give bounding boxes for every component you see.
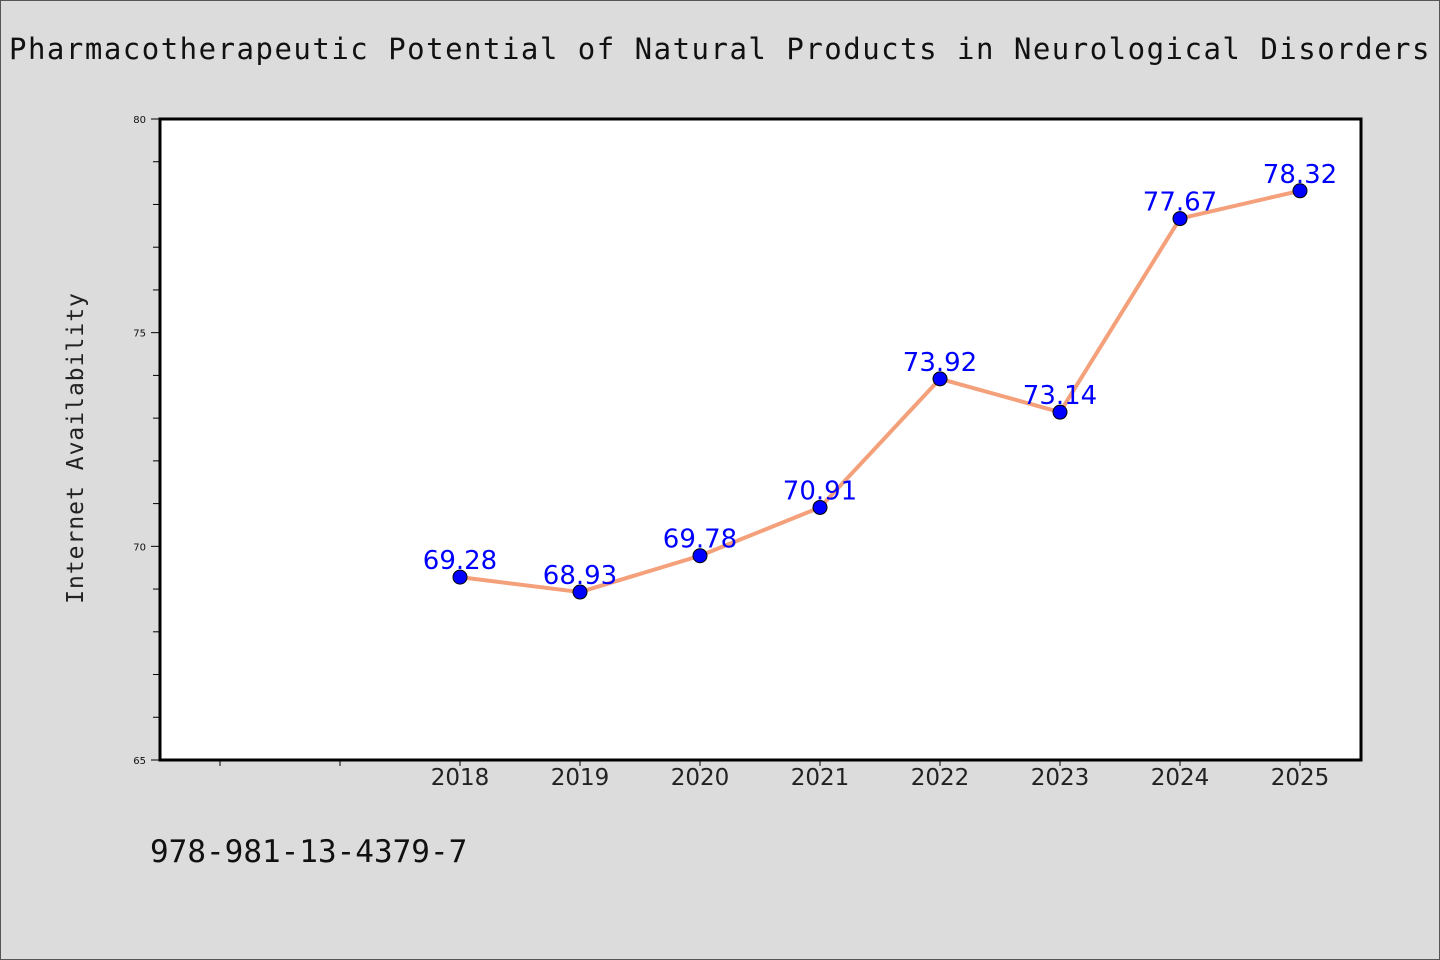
data-label: 70.91 (783, 476, 857, 506)
x-tick-label: 2022 (911, 765, 970, 791)
data-label: 69.78 (663, 525, 737, 555)
data-point (1172, 211, 1188, 227)
chart-title: Pharmacotherapeutic Potential of Natural… (9, 32, 1431, 66)
data-label: 68.93 (543, 561, 617, 591)
data-point (812, 499, 828, 515)
x-tick-label: 2020 (671, 765, 730, 791)
isbn-text: 978-981-13-4379-7 (150, 834, 468, 870)
data-point (572, 584, 588, 600)
series-line (459, 188, 1301, 595)
data-label: 73.92 (903, 348, 977, 378)
data-point (692, 548, 708, 564)
data-point (1052, 404, 1068, 420)
x-tick-label: 2021 (791, 765, 850, 791)
y-tick-label: 65 (133, 756, 146, 767)
y-axis: 65 70 75 80 (133, 115, 160, 767)
x-axis: 2018 2019 2020 2021 2022 2023 2024 2025 (219, 760, 1330, 791)
x-tick-label: 2024 (1151, 765, 1210, 791)
data-label: 73.14 (1023, 381, 1097, 411)
y-tick-label: 70 (133, 542, 146, 553)
data-label: 77.67 (1143, 188, 1217, 218)
data-label: 78.32 (1263, 160, 1337, 190)
y-tick-label: 75 (133, 329, 146, 340)
plot-area (158, 117, 1363, 762)
data-point (1292, 183, 1308, 199)
x-tick-label: 2023 (1031, 765, 1090, 791)
data-point (452, 569, 468, 585)
x-tick-label: 2019 (551, 765, 610, 791)
series-group: 69.28 68.93 69.78 70.91 73.92 73.14 77.67 78.32 (423, 160, 1337, 600)
data-label: 69.28 (423, 546, 497, 576)
x-tick-label: 2025 (1271, 765, 1330, 791)
y-tick-label: 80 (133, 115, 146, 126)
data-point (932, 371, 948, 387)
x-tick-label: 2018 (431, 765, 490, 791)
